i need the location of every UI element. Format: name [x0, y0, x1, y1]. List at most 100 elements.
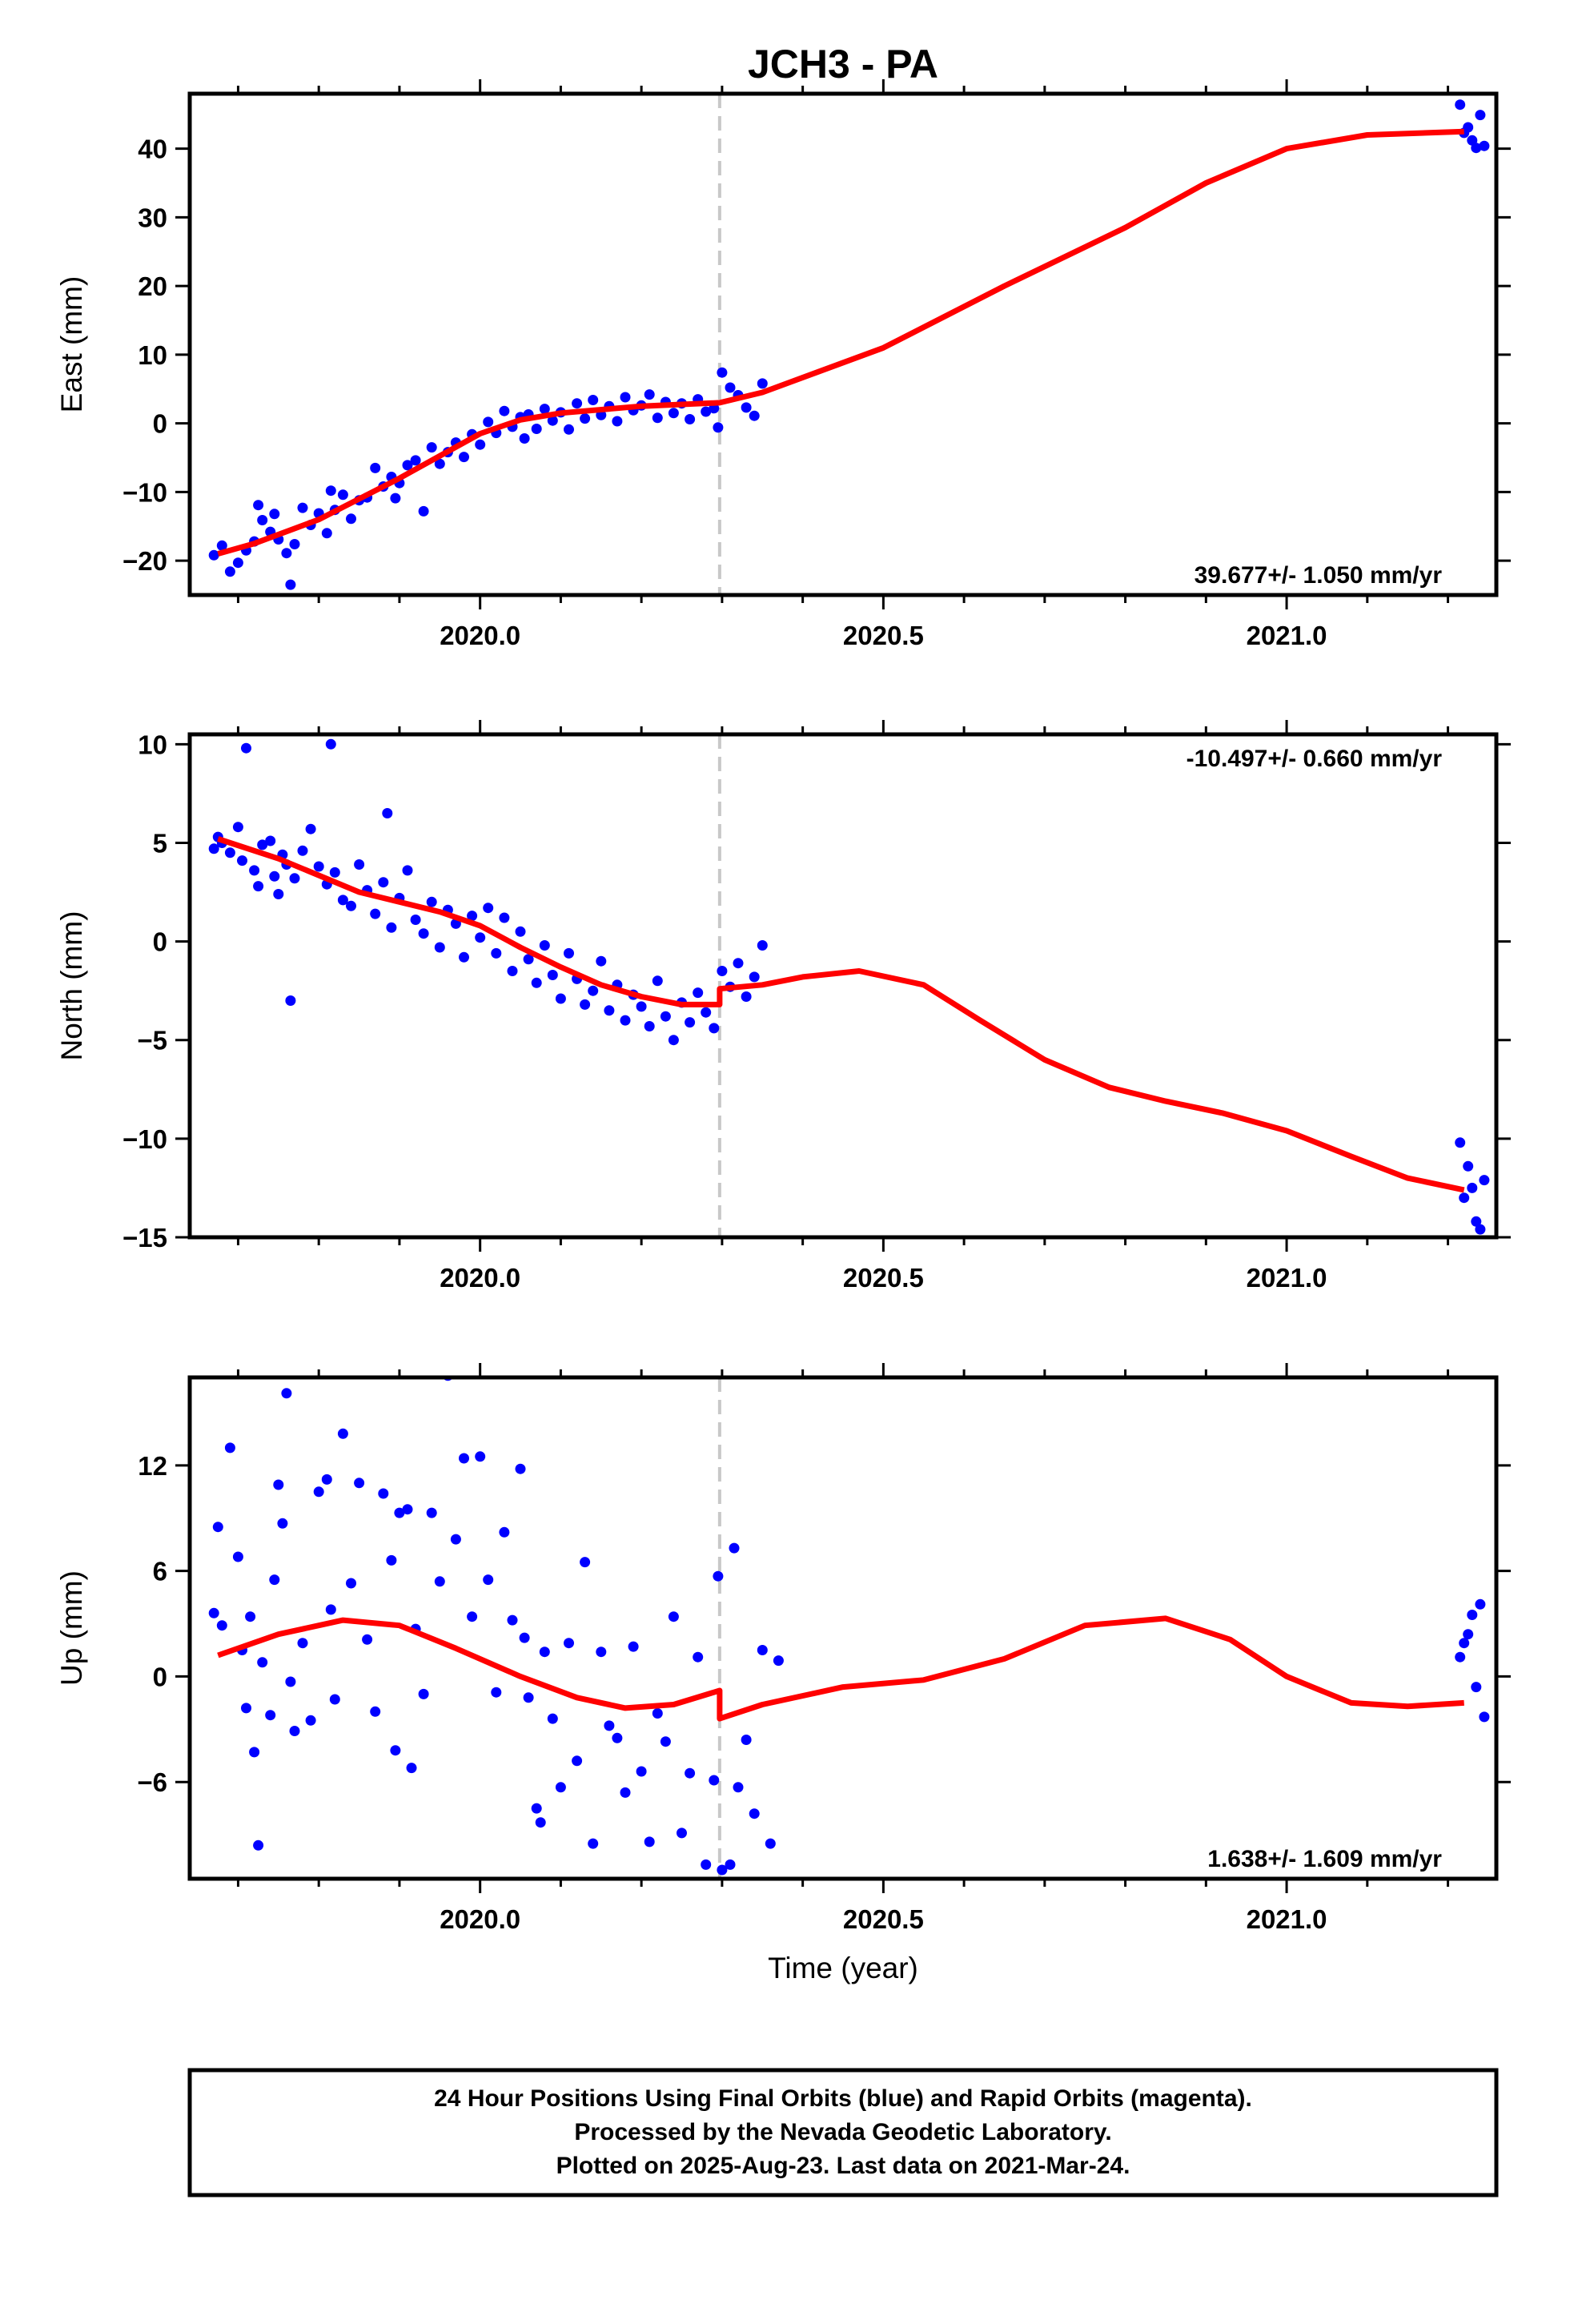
up-data-point	[539, 1647, 550, 1658]
north-data-point	[402, 865, 413, 876]
east-data-point	[475, 439, 486, 450]
east-y-tick-label: −20	[122, 546, 167, 576]
up-data-point	[491, 1687, 502, 1698]
up-data-point	[523, 1692, 534, 1703]
up-data-point	[459, 1453, 469, 1464]
east-data-point	[426, 442, 437, 453]
up-data-point	[515, 1463, 526, 1474]
north-data-point	[273, 889, 284, 899]
north-data-point	[346, 900, 356, 911]
east-data-point	[410, 455, 421, 466]
east-data-point	[390, 493, 401, 504]
east-panel: 2020.0 2020.5 2021.0 −20 −10 0 10 20 30 40 East (m…	[55, 79, 1511, 650]
up-data-point	[402, 1504, 413, 1515]
north-data-point	[237, 855, 247, 866]
up-model-line	[217, 1615, 1464, 1722]
north-data-point	[257, 839, 268, 850]
north-data-point	[660, 1011, 671, 1022]
east-data-point	[337, 489, 348, 501]
footer-line-3: Plotted on 2025-Aug-23. Last data on 202…	[556, 2153, 1130, 2179]
north-data-point	[241, 742, 251, 754]
north-panel: 2020.0 2020.5 2021.0 −15 −10 −5 0 5 10 North (mm)…	[55, 720, 1511, 1293]
north-data-point	[668, 1035, 679, 1046]
up-y-tick-label: 0	[153, 1662, 167, 1691]
east-y-tick-label: 10	[138, 340, 167, 370]
up-y-tick-label: 12	[138, 1451, 167, 1481]
east-data-point	[257, 515, 268, 525]
north-data-point	[269, 870, 280, 882]
east-data-point	[483, 416, 494, 428]
up-data-point	[547, 1713, 558, 1724]
north-data-point	[652, 975, 663, 987]
north-data-point	[253, 881, 264, 892]
up-data-point	[269, 1574, 280, 1586]
east-data-point	[297, 502, 308, 513]
north-data-point	[297, 845, 308, 856]
up-data-point	[249, 1747, 260, 1758]
north-data-point	[701, 1007, 712, 1018]
north-rate-label: -10.497+/- 0.660 mm/yr	[1186, 746, 1443, 772]
north-data-point	[693, 987, 704, 999]
east-data-point	[269, 509, 280, 520]
east-x-tick-label: 2020.5	[843, 621, 924, 650]
up-data-point	[765, 1838, 776, 1849]
north-data-point	[749, 971, 760, 983]
north-data-point	[515, 926, 526, 937]
north-data-point	[475, 932, 486, 943]
east-data-point	[289, 539, 300, 549]
up-data-point	[749, 1808, 760, 1819]
up-data-point	[709, 1775, 720, 1786]
up-data-point	[677, 1827, 687, 1839]
up-data-point	[1475, 1598, 1486, 1610]
north-data-point	[644, 1021, 655, 1031]
east-y-tick-label: 0	[153, 409, 167, 439]
north-x-tick-label: 2020.0	[440, 1263, 520, 1293]
east-data-point	[717, 367, 728, 378]
up-data-point	[729, 1542, 740, 1554]
north-data-point	[386, 922, 397, 933]
east-data-point	[668, 408, 679, 419]
up-data-point	[285, 1676, 296, 1687]
up-data-point	[224, 1442, 235, 1454]
up-data-point	[386, 1554, 397, 1566]
north-data-point	[1463, 1160, 1474, 1172]
north-data-point	[265, 835, 276, 846]
north-data-point	[410, 915, 421, 925]
north-data-point	[289, 873, 300, 884]
east-data-point	[580, 413, 591, 424]
up-data-point	[555, 1782, 566, 1793]
east-data-point	[1471, 143, 1482, 154]
up-data-point	[636, 1766, 647, 1777]
north-data-point	[378, 877, 389, 888]
north-data-point	[531, 977, 542, 988]
north-data-point	[418, 928, 429, 939]
up-data-point	[325, 1604, 336, 1615]
east-data-point	[232, 557, 243, 569]
up-data-point	[321, 1474, 332, 1485]
up-data-point	[305, 1715, 316, 1726]
north-y-tick-label: −10	[122, 1124, 167, 1154]
up-data-point	[507, 1614, 518, 1626]
up-data-point	[685, 1767, 696, 1779]
east-x-tick-label: 2021.0	[1247, 621, 1327, 650]
east-data-point	[370, 462, 381, 473]
up-y-axis-label: Up (mm)	[55, 1570, 88, 1686]
east-data-point	[216, 540, 227, 551]
up-data-point	[572, 1755, 583, 1767]
up-data-point	[612, 1732, 623, 1743]
north-data-point	[741, 991, 752, 1002]
east-data-point	[757, 378, 768, 389]
east-y-tick-label: −10	[122, 477, 167, 507]
east-data-point	[547, 415, 558, 426]
up-data-point	[208, 1607, 219, 1618]
up-data-point	[426, 1507, 437, 1518]
up-data-point	[212, 1522, 223, 1533]
up-data-point	[281, 1388, 292, 1399]
east-y-tick-label: 20	[138, 271, 167, 301]
north-data-point	[507, 966, 518, 976]
up-data-point	[277, 1518, 288, 1529]
up-data-point	[216, 1620, 227, 1631]
north-y-tick-label: 10	[138, 730, 167, 759]
up-data-point	[1463, 1629, 1474, 1640]
